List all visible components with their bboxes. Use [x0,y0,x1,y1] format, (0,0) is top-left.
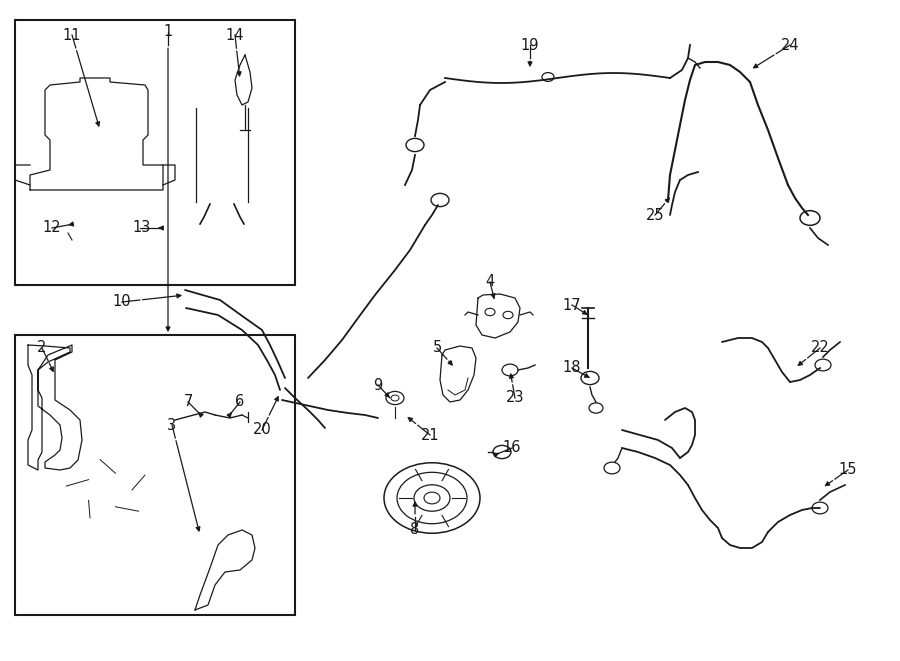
Text: 16: 16 [503,440,521,455]
Text: 12: 12 [42,221,61,235]
Text: 1: 1 [164,24,173,40]
Text: 15: 15 [839,463,857,477]
Text: 6: 6 [236,395,245,410]
Bar [83,100,101,155]
Text: 3: 3 [167,418,176,432]
Text: 14: 14 [226,28,244,42]
Text: 8: 8 [410,522,419,537]
Text: 5: 5 [432,340,442,356]
Text: 20: 20 [253,422,272,438]
Text: 2: 2 [37,340,47,356]
Text: 22: 22 [811,340,830,356]
Text: 9: 9 [374,377,382,393]
Text: 10: 10 [112,295,131,309]
Text: 11: 11 [63,28,81,42]
Text: 4: 4 [485,274,495,290]
Text: 23: 23 [506,391,524,405]
Text: 7: 7 [184,395,193,410]
Bar [58,100,76,155]
Text: 25: 25 [645,208,664,223]
Text: 17: 17 [562,297,581,313]
Text: 13: 13 [133,221,151,235]
Text: 21: 21 [420,428,439,442]
Bar [15,335,295,615]
Bar [108,100,126,155]
Text: 18: 18 [562,360,581,375]
Bar [15,20,295,285]
Text: 24: 24 [780,38,799,52]
Text: 19: 19 [521,38,539,52]
